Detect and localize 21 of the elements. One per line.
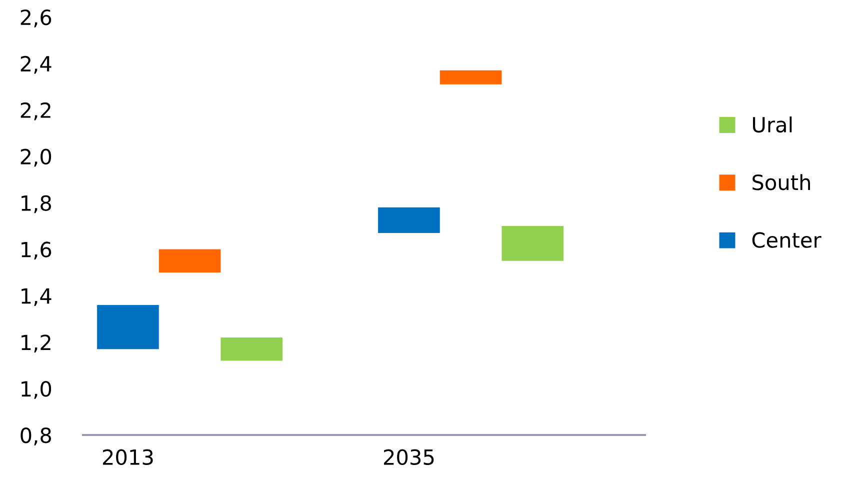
y-tick-label: 0,8 xyxy=(20,427,52,446)
x-tick-label: 2035 xyxy=(384,449,434,466)
y-tick-label: 2,2 xyxy=(20,102,50,120)
x-tick-label: 2013 xyxy=(102,449,153,466)
legend-label: South xyxy=(752,174,810,190)
y-tick-label: 2,0 xyxy=(20,148,52,167)
y-tick-label: 1,0 xyxy=(22,381,52,399)
bar xyxy=(97,304,159,350)
y-tick-label: 1,6 xyxy=(22,242,52,260)
bar xyxy=(440,70,502,84)
legend-label: Ural xyxy=(753,116,792,133)
bar xyxy=(158,249,221,272)
y-tick-label: 1,4 xyxy=(22,288,52,306)
bar xyxy=(220,337,283,361)
bar xyxy=(378,207,440,233)
y-tick-label: 1,2 xyxy=(22,334,50,352)
legend-label: Center xyxy=(752,232,822,248)
y-tick-label: 2,6 xyxy=(20,9,52,28)
y-tick-label: 2,4 xyxy=(20,56,52,74)
bar xyxy=(502,226,564,261)
y-tick-label: 1,8 xyxy=(22,195,52,214)
